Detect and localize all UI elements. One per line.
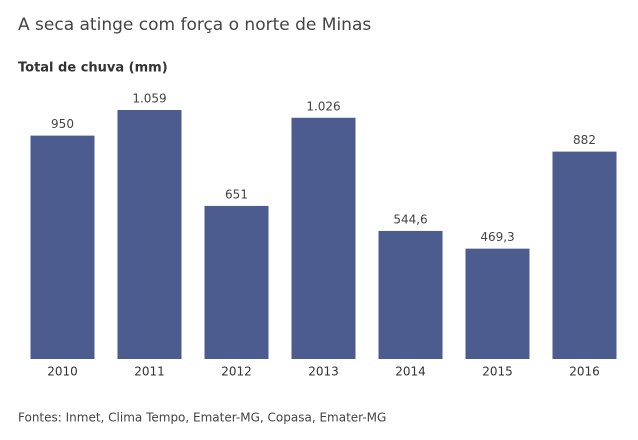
x-tick-label: 2015 (482, 365, 513, 379)
x-tick-label: 2016 (569, 365, 600, 379)
x-tick-label: 2011 (134, 365, 165, 379)
x-tick-label: 2010 (47, 365, 78, 379)
value-label: 1.059 (132, 92, 166, 106)
bar (291, 117, 356, 359)
bar (378, 230, 443, 359)
bar (117, 110, 182, 359)
bar (204, 205, 269, 359)
source: Fontes: Inmet, Clima Tempo, Emater-MG, C… (18, 411, 386, 425)
chart-subtitle: Total de chuva (mm) (18, 61, 168, 76)
chart-title: A seca atinge com força o norte de Minas (18, 15, 371, 35)
value-label: 1.026 (306, 99, 340, 113)
value-label: 950 (51, 117, 74, 131)
value-label: 469,3 (480, 230, 514, 244)
bar (30, 135, 95, 359)
x-tick-label: 2014 (395, 365, 426, 379)
x-tick-label: 2013 (308, 365, 339, 379)
value-label: 544,6 (393, 212, 427, 226)
x-tick-label: 2012 (221, 365, 252, 379)
value-label: 651 (225, 187, 248, 201)
bar (552, 151, 617, 359)
bar (465, 248, 530, 359)
value-label: 882 (573, 133, 596, 147)
